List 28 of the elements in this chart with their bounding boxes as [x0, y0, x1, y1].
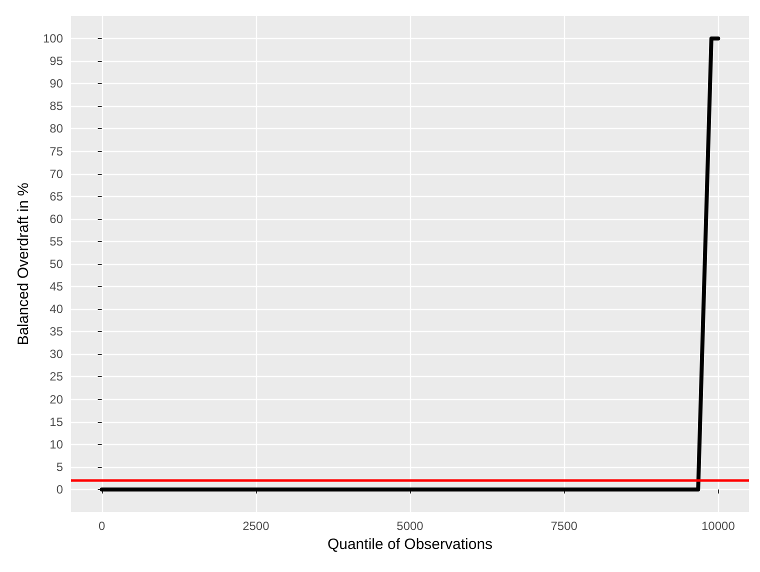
y-tick-label: 15 [50, 414, 64, 429]
x-tick-label: 10000 [701, 519, 736, 533]
y-tick-label: 30 [50, 347, 64, 362]
y-tick-label: 40 [50, 302, 64, 316]
y-tick-label: 70 [50, 166, 64, 181]
y-tick-label: 5 [56, 460, 64, 474]
y-axis-title: Balanced Overdraft in % [15, 182, 32, 346]
x-tick-label: 2500 [242, 519, 270, 533]
y-tick-label: 0 [56, 482, 64, 496]
y-tick-label: 45 [50, 280, 64, 294]
x-axis-title: Quantile of Observations [327, 536, 493, 553]
y-tick-label: 75 [50, 144, 64, 158]
x-tick-label: 5000 [396, 519, 424, 533]
y-tick-label: 80 [50, 122, 64, 136]
y-tick-label: 55 [50, 234, 64, 248]
y-tick-label: 100 [42, 32, 64, 46]
y-tick-label: 90 [50, 76, 64, 91]
y-tick-label: 65 [50, 189, 64, 204]
y-tick-label: 10 [50, 437, 64, 452]
y-tick-label: 60 [50, 212, 64, 226]
y-tick-label: 25 [50, 370, 64, 384]
y-tick-label: 95 [50, 54, 64, 68]
y-tick-label: 50 [50, 257, 64, 271]
y-tick-label: 85 [50, 99, 64, 114]
x-tick-label: 0 [98, 519, 106, 533]
y-tick-label: 35 [50, 324, 64, 339]
x-tick-label: 7500 [550, 519, 578, 533]
y-tick-label: 20 [50, 392, 64, 406]
